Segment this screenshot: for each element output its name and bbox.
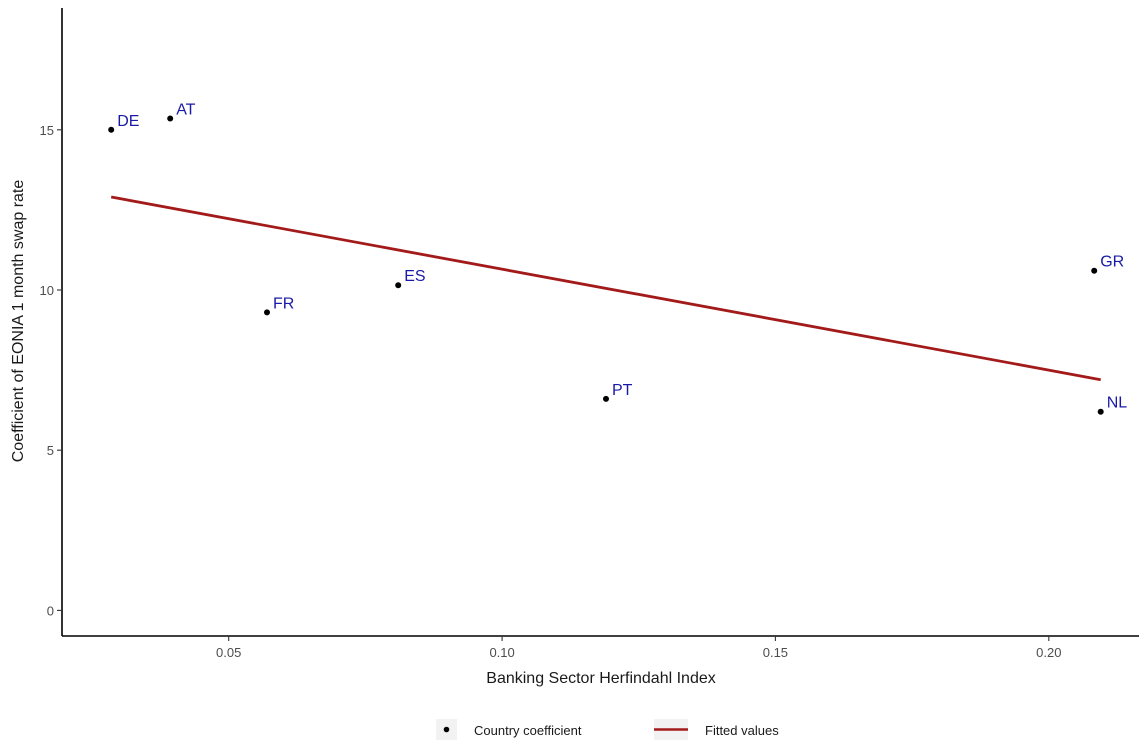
point-label-nl: NL <box>1107 395 1128 412</box>
data-point-fr <box>264 309 270 316</box>
axes <box>61 8 1139 637</box>
point-label-pt: PT <box>612 382 633 399</box>
point-label-gr: GR <box>1100 254 1124 271</box>
y-axis-title: Coefficient of EONIA 1 month swap rate <box>10 180 27 463</box>
legend-label-points: Country coefficient <box>474 723 582 738</box>
legend-point-symbol <box>443 726 450 733</box>
x-tick-label: 0.05 <box>216 645 241 660</box>
data-point-de <box>108 126 115 133</box>
point-label-es: ES <box>404 268 425 285</box>
data-point-nl <box>1097 408 1104 415</box>
data-point-es <box>395 282 402 289</box>
y-tick-label: 5 <box>47 443 54 458</box>
y-tick-label: 0 <box>47 603 54 618</box>
point-label-de: DE <box>117 113 139 130</box>
legend-label-line: Fitted values <box>705 723 779 738</box>
x-tick-label: 0.20 <box>1036 645 1061 660</box>
y-tick-label: 15 <box>40 123 54 138</box>
data-point-pt <box>603 395 609 402</box>
fitted-line <box>110 195 1101 382</box>
point-label-at: AT <box>176 102 195 119</box>
plot-area: DE AT FR ES PT GR NL <box>108 102 1127 415</box>
legend: Country coefficient Fitted values <box>436 719 779 740</box>
ticks: 0.05 0.10 0.15 0.20 0 5 10 15 <box>40 123 1062 660</box>
x-axis-title: Banking Sector Herfindahl Index <box>486 670 715 687</box>
y-tick-label: 10 <box>40 283 54 298</box>
point-label-fr: FR <box>273 295 294 312</box>
x-tick-label: 0.10 <box>489 645 514 660</box>
x-tick-label: 0.15 <box>763 645 788 660</box>
data-point-gr <box>1091 267 1098 274</box>
data-point-at <box>167 115 174 122</box>
